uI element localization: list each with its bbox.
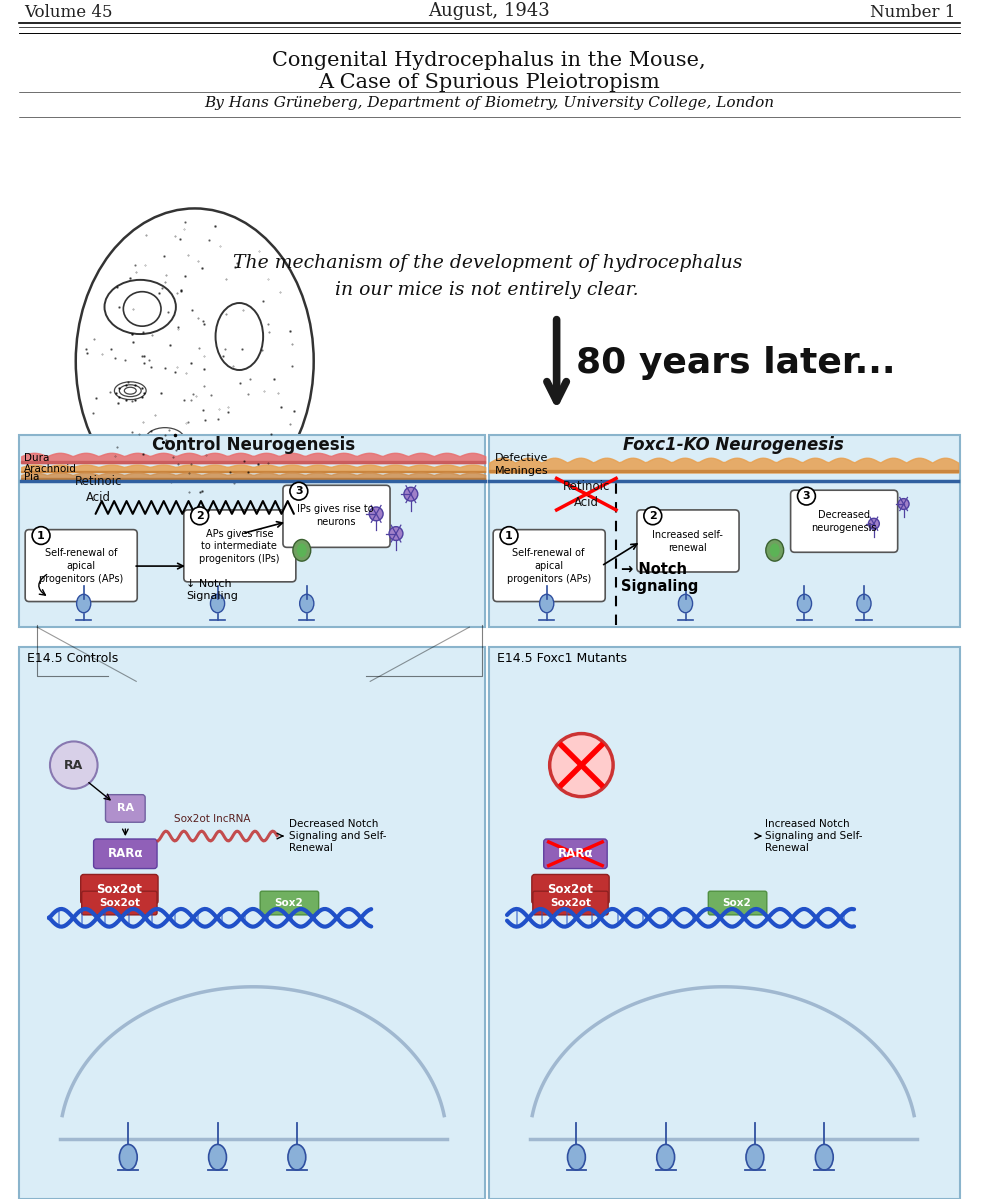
Circle shape [369,506,383,521]
Ellipse shape [119,1145,137,1170]
FancyBboxPatch shape [94,839,157,869]
Circle shape [50,742,98,788]
Text: Sox2ot: Sox2ot [548,883,593,895]
FancyBboxPatch shape [105,794,145,822]
Ellipse shape [765,540,784,562]
FancyBboxPatch shape [490,436,960,628]
Ellipse shape [816,1145,833,1170]
Text: RARα: RARα [107,847,143,860]
Text: Congenital Hydrocephalus in the Mouse,: Congenital Hydrocephalus in the Mouse, [273,52,706,70]
FancyBboxPatch shape [283,485,390,547]
Ellipse shape [770,544,780,557]
Ellipse shape [293,540,310,562]
Text: APs gives rise
to intermediate
progenitors (IPs): APs gives rise to intermediate progenito… [199,528,280,564]
Text: → Notch
Signaling: → Notch Signaling [622,562,698,594]
Text: E14.5 Controls: E14.5 Controls [28,652,118,665]
Ellipse shape [746,1145,763,1170]
Text: Increased Notch
Signaling and Self-
Renewal: Increased Notch Signaling and Self- Rene… [764,818,862,853]
Text: Volume 45: Volume 45 [25,5,112,22]
Ellipse shape [211,594,225,613]
Circle shape [404,487,418,502]
Circle shape [290,482,307,500]
Ellipse shape [567,1145,585,1170]
FancyBboxPatch shape [544,839,607,869]
Ellipse shape [288,1145,305,1170]
Circle shape [869,518,880,529]
Text: Defective
Meninges: Defective Meninges [495,454,549,475]
FancyBboxPatch shape [20,436,486,628]
Text: 2: 2 [196,511,204,521]
FancyBboxPatch shape [81,875,158,904]
Text: Arachnoid: Arachnoid [25,463,77,474]
Text: Sox2: Sox2 [723,898,752,908]
Text: RA: RA [117,804,134,814]
Text: Decreased Notch
Signaling and Self-
Renewal: Decreased Notch Signaling and Self- Rene… [289,818,386,853]
FancyBboxPatch shape [493,529,605,601]
Circle shape [644,506,662,524]
Text: Foxc1-KO Neurogenesis: Foxc1-KO Neurogenesis [624,436,844,454]
FancyBboxPatch shape [20,647,486,1199]
Circle shape [389,527,403,540]
Text: Sox2ot lncRNA: Sox2ot lncRNA [174,815,251,824]
Text: Decreased
neurogenesis: Decreased neurogenesis [812,510,877,533]
Ellipse shape [857,594,871,613]
Text: Self-renewal of
apical
progenitors (APs): Self-renewal of apical progenitors (APs) [506,548,591,584]
Text: Sox2ot: Sox2ot [550,898,591,908]
Text: 1: 1 [505,530,513,540]
FancyBboxPatch shape [532,875,609,904]
Ellipse shape [299,594,314,613]
Text: 3: 3 [296,486,302,497]
Text: Number 1: Number 1 [870,5,955,22]
Text: August, 1943: August, 1943 [428,2,550,20]
Text: 2: 2 [649,511,657,521]
Circle shape [898,498,909,510]
FancyBboxPatch shape [637,510,739,572]
Circle shape [33,527,50,545]
Text: The mechanism of the development of hydrocephalus: The mechanism of the development of hydr… [232,253,742,271]
Text: Sox2ot: Sox2ot [98,898,140,908]
FancyBboxPatch shape [708,892,766,914]
Circle shape [191,506,209,524]
Text: ↓ Notch
Signaling: ↓ Notch Signaling [186,578,237,600]
Text: Sox2ot: Sox2ot [97,883,142,895]
Text: 3: 3 [803,491,811,502]
Ellipse shape [77,594,91,613]
Text: RA: RA [64,758,84,772]
FancyBboxPatch shape [82,892,157,914]
Ellipse shape [540,594,554,613]
Circle shape [798,487,816,505]
Text: Control Neurogenesis: Control Neurogenesis [152,436,355,454]
Circle shape [550,733,613,797]
Text: Self-renewal of
apical
progenitors (APs): Self-renewal of apical progenitors (APs) [38,548,123,584]
FancyBboxPatch shape [490,647,960,1199]
Text: 1: 1 [37,530,45,540]
Text: A Case of Spurious Pleiotropism: A Case of Spurious Pleiotropism [318,73,660,92]
Text: RARα: RARα [558,847,593,860]
Ellipse shape [296,544,306,557]
Text: By Hans Grüneberg, Department of Biometry, University College, London: By Hans Grüneberg, Department of Biometr… [204,96,774,110]
Text: IPs gives rise to
neurons: IPs gives rise to neurons [297,504,374,527]
Ellipse shape [798,594,812,613]
Ellipse shape [679,594,692,613]
Text: Retinoic
Acid: Retinoic Acid [75,475,122,504]
Ellipse shape [657,1145,675,1170]
Ellipse shape [209,1145,227,1170]
FancyBboxPatch shape [791,491,897,552]
Text: Increased self-
renewal: Increased self- renewal [652,530,723,553]
Text: Pia: Pia [25,473,39,482]
Text: E14.5 Foxc1 Mutants: E14.5 Foxc1 Mutants [497,652,627,665]
FancyBboxPatch shape [184,510,296,582]
FancyBboxPatch shape [26,529,137,601]
Text: 80 years later...: 80 years later... [576,346,896,380]
FancyBboxPatch shape [533,892,608,914]
Circle shape [500,527,518,545]
FancyBboxPatch shape [260,892,319,914]
Text: in our mice is not entirely clear.: in our mice is not entirely clear. [336,281,639,299]
Text: Sox2: Sox2 [275,898,303,908]
Text: Retinoic
Acid: Retinoic Acid [562,480,610,509]
Text: Dura: Dura [25,452,49,463]
